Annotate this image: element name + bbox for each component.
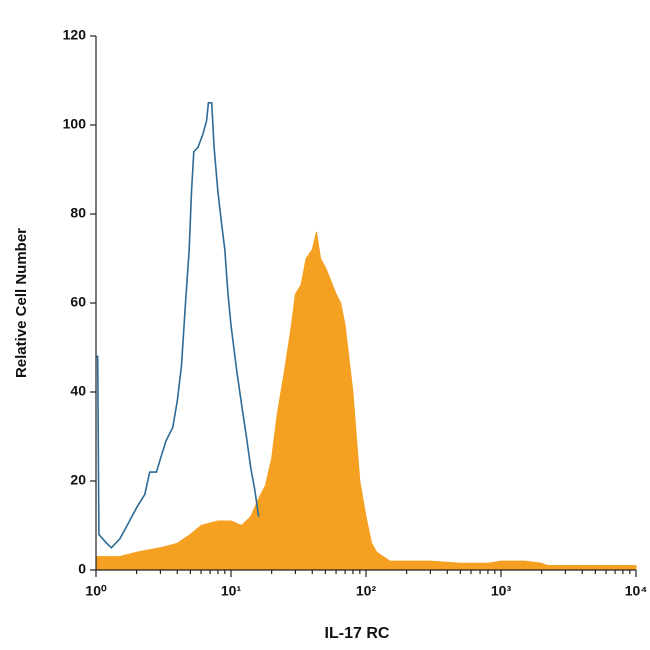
y-axis-title: Relative Cell Number — [13, 228, 30, 378]
y-tick-label: 20 — [70, 472, 86, 488]
x-tick-label: 10³ — [491, 583, 512, 599]
y-tick-label: 100 — [63, 116, 87, 132]
x-axis-title: IL-17 RC — [325, 625, 390, 642]
x-tick-label: 10⁴ — [625, 583, 648, 599]
x-tick-label: 10² — [356, 583, 377, 599]
x-tick-label: 10¹ — [221, 583, 242, 599]
y-tick-label: 60 — [70, 294, 86, 310]
histogram-area — [95, 231, 637, 571]
y-tick-label: 40 — [70, 383, 86, 399]
y-tick-label: 0 — [78, 561, 86, 577]
y-tick-label: 80 — [70, 205, 86, 221]
y-tick-label: 120 — [63, 27, 87, 43]
histogram-outline — [96, 102, 260, 549]
x-tick-label: 10⁰ — [85, 583, 107, 599]
